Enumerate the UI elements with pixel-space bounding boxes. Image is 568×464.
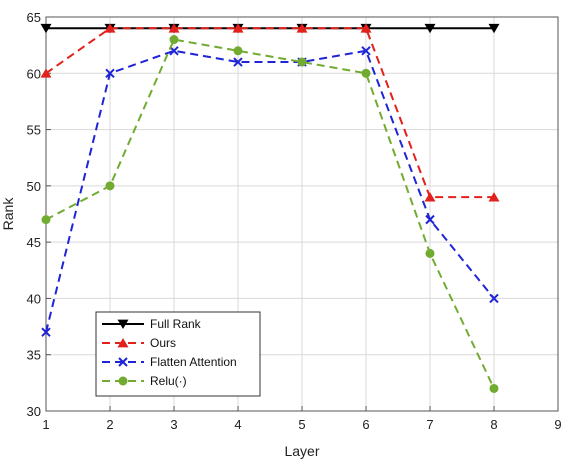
y-tick-label: 50 xyxy=(27,179,41,194)
y-tick-label: 35 xyxy=(27,348,41,363)
y-tick-label: 60 xyxy=(27,66,41,81)
x-tick-label: 6 xyxy=(362,417,369,432)
y-tick-label: 30 xyxy=(27,404,41,419)
series-line-relu xyxy=(45,38,495,389)
y-tick-label: 40 xyxy=(27,291,41,306)
data-point-relu xyxy=(297,57,307,67)
series-line-flatten-attention xyxy=(45,49,495,333)
data-point-relu xyxy=(361,68,371,78)
data-point-relu xyxy=(233,46,243,56)
data-point-full-rank xyxy=(424,23,436,34)
y-tick-label: 45 xyxy=(27,235,41,250)
data-point-ours xyxy=(40,68,52,78)
data-point-ours xyxy=(424,192,436,202)
x-tick-label: 8 xyxy=(490,417,497,432)
x-tick-label: 2 xyxy=(106,417,113,432)
data-point-relu xyxy=(105,181,115,191)
data-point-full-rank xyxy=(40,23,52,34)
legend-marker-relu xyxy=(118,376,128,386)
legend-marker-flatten-attention xyxy=(118,357,128,367)
series-line-ours xyxy=(45,27,494,199)
series-relu xyxy=(41,35,499,393)
legend-label-relu: Relu(·) xyxy=(150,374,187,388)
legend-marker-full-rank xyxy=(117,319,129,329)
data-point-ours xyxy=(232,23,244,33)
data-point-ours xyxy=(360,23,372,33)
data-point-relu xyxy=(169,35,179,45)
data-point-ours xyxy=(168,23,180,33)
data-point-relu xyxy=(489,383,499,393)
x-tick-label: 3 xyxy=(170,417,177,432)
x-tick-label: 4 xyxy=(234,417,241,432)
data-point-relu xyxy=(425,248,435,258)
legend-label-full-rank: Full Rank xyxy=(150,317,202,331)
legend-label-ours: Ours xyxy=(150,336,176,350)
data-point-ours xyxy=(104,23,116,33)
legend-label-flatten-attention: Flatten Attention xyxy=(150,355,237,369)
x-axis-label: Layer xyxy=(284,443,319,459)
x-tick-label: 1 xyxy=(42,417,49,432)
x-tick-label: 9 xyxy=(554,417,561,432)
legend: Full Rank Ours Flatten Attention Relu(·) xyxy=(95,311,261,397)
legend-marker-ours xyxy=(117,338,129,348)
data-point-flatten-attention xyxy=(489,293,499,304)
data-point-flatten-attention xyxy=(233,57,243,67)
y-tick-label: 55 xyxy=(27,123,41,138)
series-layer xyxy=(40,23,500,393)
data-point-full-rank xyxy=(488,23,500,34)
data-point-flatten-attention xyxy=(105,68,115,78)
data-point-ours xyxy=(296,23,308,33)
x-tick-label: 5 xyxy=(298,417,305,432)
data-point-flatten-attention xyxy=(425,214,435,225)
x-tick-label: 7 xyxy=(426,417,433,432)
data-point-ours xyxy=(488,192,500,202)
y-axis-label: Rank xyxy=(0,197,16,231)
data-point-flatten-attention xyxy=(361,46,371,56)
series-ours xyxy=(40,23,500,202)
y-tick-label: 65 xyxy=(27,10,41,25)
data-point-flatten-attention xyxy=(41,327,51,337)
data-point-relu xyxy=(41,215,51,225)
